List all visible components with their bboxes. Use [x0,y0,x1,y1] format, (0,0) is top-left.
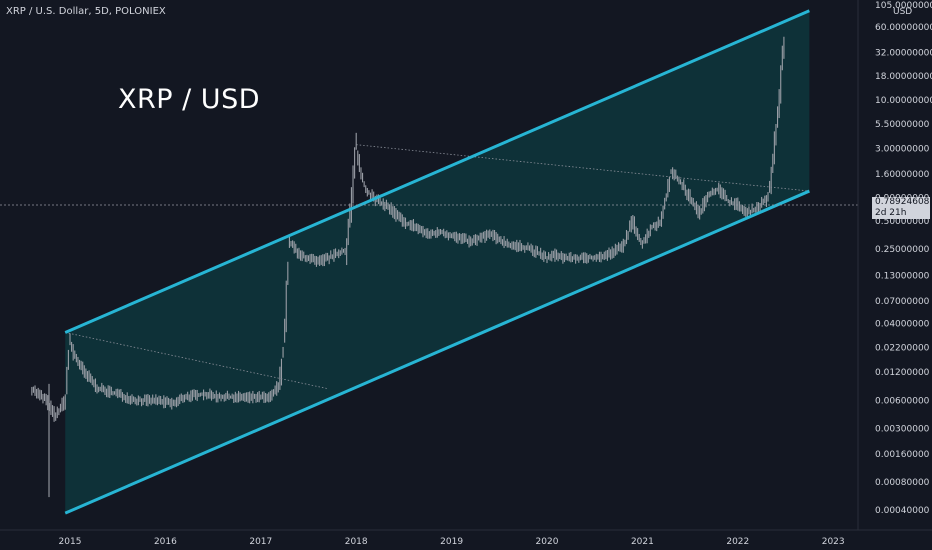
price-axis-unit: USD [893,7,912,17]
trendline-2018-2022 [356,144,810,192]
price-tick-label: 105.00000000 [875,1,932,11]
price-tick-label: 32.00000000 [875,49,932,59]
price-tick-label: 5.50000000 [875,120,930,130]
chart-title: XRP / USD [118,84,260,115]
price-tick-label: 10.00000000 [875,96,932,106]
price-tick-label: 0.50000000 [875,217,930,227]
price-tick-label: 0.02200000 [875,344,930,354]
price-tick-label: 0.07000000 [875,297,930,307]
price-tick-label: 0.00040000 [875,506,930,516]
trendline-2015-2017 [65,332,328,390]
time-tick-label: 2017 [249,537,272,547]
channel-fill [65,10,810,514]
time-axis[interactable]: 2015 2016 2017 2018 2019 2020 2021 2022 2023 [59,537,845,547]
symbol-header[interactable]: XRP / U.S. Dollar, 5D, POLONIEX [6,6,166,17]
time-tick-label: 2019 [440,537,463,547]
channel-lower-line[interactable] [64,189,810,515]
time-tick-label: 2022 [726,537,749,547]
time-tick-label: 2020 [536,537,559,547]
price-series [31,36,785,498]
last-price-value: 0.78924608 [875,197,930,207]
last-price-label: 0.78924608 2d 21h [872,197,930,219]
price-tick-label: 0.00160000 [875,450,930,460]
price-tick-label: 0.25000000 [875,245,930,255]
time-tick-label: 2015 [59,537,82,547]
time-tick-label: 2023 [822,537,845,547]
price-tick-label: 60.00000000 [875,23,932,33]
price-tick-label: 0.01200000 [875,368,930,378]
time-tick-label: 2021 [631,537,654,547]
price-tick-label: 0.13000000 [875,272,930,282]
price-tick-label: 18.00000000 [875,72,932,82]
bar-countdown: 2d 21h [875,208,907,218]
price-tick-label: 0.00080000 [875,478,930,488]
price-tick-label: 3.00000000 [875,145,930,155]
price-tick-label: 0.00300000 [875,424,930,434]
price-tick-label: 1.60000000 [875,170,930,180]
price-tick-label: 0.04000000 [875,319,930,329]
time-tick-label: 2016 [154,537,177,547]
channel-upper-line[interactable] [64,9,810,334]
time-tick-label: 2018 [345,537,368,547]
price-tick-label: 0.00600000 [875,396,930,406]
